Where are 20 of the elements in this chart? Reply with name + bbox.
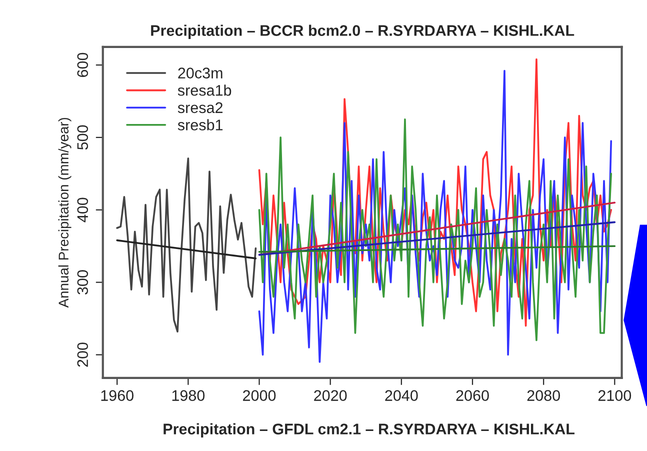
text: Precipitation – GFDL cm2.1 – R.SYRDARYA – KISHL.KAL <box>164 423 574 438</box>
x-tick-label: 2000 <box>243 390 276 401</box>
x-tick-label: 2060 <box>456 390 489 401</box>
y-axis-title: Annual Precipitation (mm/year) <box>58 118 72 308</box>
y-tick-label: 200 <box>77 342 88 367</box>
x-tick-label: 1980 <box>172 390 205 401</box>
x-tick-label: 2080 <box>527 390 560 401</box>
legend-label: sresa1b <box>178 84 232 96</box>
y-tick-label: 400 <box>77 198 88 222</box>
y-tick-label: 600 <box>77 52 88 77</box>
legend-label: sresb1 <box>178 119 223 130</box>
legend-label: 20c3m <box>178 68 222 78</box>
y-tick-label: 500 <box>77 125 88 150</box>
y-tick-label: 300 <box>77 270 88 294</box>
x-tick-label: 1960 <box>101 390 134 401</box>
x-tick-label: 2020 <box>314 390 347 401</box>
x-tick-label: 2040 <box>385 390 418 401</box>
x-tick-label: 2100 <box>598 390 632 401</box>
legend-label: sresa2 <box>178 102 223 114</box>
chart-title: Precipitation – BCCR bcm2.0 – R.SYRDARYA – KISHL.KAL <box>151 24 574 39</box>
